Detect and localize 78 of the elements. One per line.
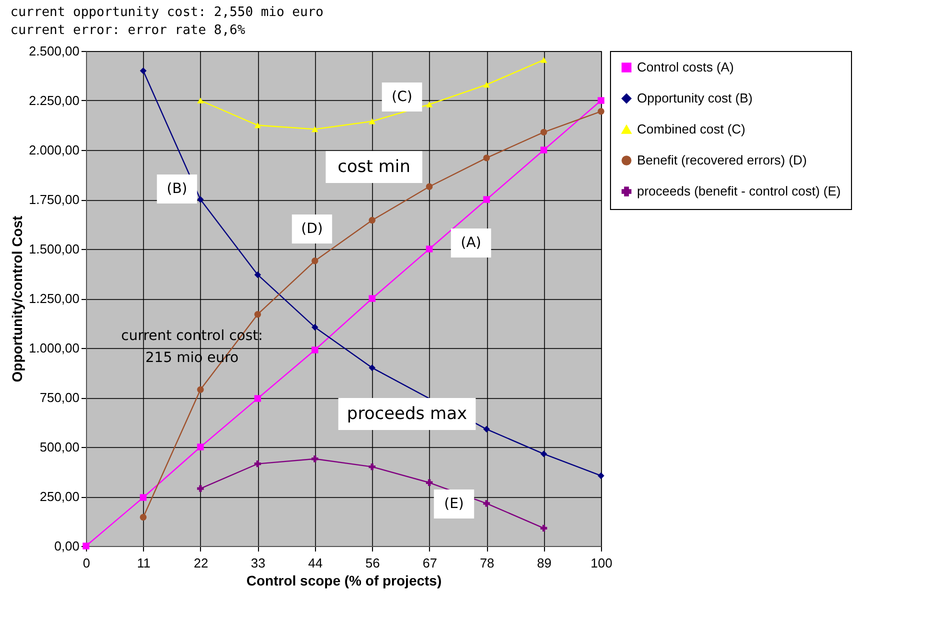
y-tick-label: 2.500,00: [28, 44, 80, 58]
annotation: (C): [392, 89, 412, 105]
point: [254, 395, 262, 402]
x-tick-label: 0: [82, 556, 90, 570]
y-tick-label: 1.750,00: [28, 192, 80, 207]
legend-label: Benefit (recovered errors) (D): [637, 152, 807, 168]
point: [598, 472, 604, 480]
y-tick-label: 2.000,00: [28, 142, 80, 158]
point: [82, 542, 90, 550]
y-tick-label: 1.250,00: [28, 291, 80, 306]
x-tick-label: 22: [194, 556, 208, 570]
point: [254, 460, 262, 468]
point: [254, 271, 262, 278]
point: [540, 128, 548, 136]
y-axis-title: Opportunity/control Cost: [8, 215, 25, 382]
annotation: cost min: [338, 157, 410, 177]
annotation: (E): [444, 496, 464, 512]
y-tick-label: 750,00: [40, 390, 80, 405]
x-tick-label: 33: [250, 556, 266, 570]
y-tick-label: 500,00: [40, 440, 80, 454]
point: [140, 494, 147, 501]
point: [540, 524, 548, 532]
point: [426, 479, 433, 486]
point: [197, 485, 204, 492]
y-tick-label: 0,00: [54, 538, 80, 554]
point: [312, 258, 318, 264]
point: [254, 310, 262, 318]
point: [598, 108, 604, 115]
legend-label: proceeds (benefit - control cost) (E): [637, 184, 841, 198]
point: [483, 426, 490, 433]
point: [426, 246, 433, 252]
x-tick-label: 89: [537, 556, 552, 570]
text: current error: error rate 8,6%: [10, 23, 246, 38]
point: [197, 444, 204, 450]
annotation: (D): [301, 221, 323, 237]
point: [312, 456, 318, 462]
point: [312, 324, 318, 331]
point: [140, 514, 147, 521]
point: [540, 450, 548, 458]
x-tick-label: 56: [365, 556, 380, 570]
annotation: proceeds max: [346, 404, 468, 424]
point: [426, 183, 433, 190]
point: [368, 463, 376, 470]
point: [598, 97, 604, 104]
x-axis-title: Control scope (% of projects): [246, 572, 442, 588]
x-tick-label: 44: [308, 556, 323, 570]
legend-label: Control costs (A): [637, 60, 734, 74]
point: [540, 146, 548, 154]
x-tick-label: 100: [590, 556, 612, 570]
point: [483, 500, 490, 507]
point: [312, 126, 318, 132]
point: [540, 57, 548, 63]
text: current opportunity cost: 2,550 mio euro: [10, 5, 324, 20]
point: [426, 102, 433, 108]
point: [197, 196, 204, 203]
legend-label: Opportunity cost (B): [637, 90, 753, 106]
y-tick-label: 2.250,00: [28, 93, 80, 108]
point: [368, 364, 376, 372]
point: [483, 154, 490, 162]
y-tick-label: 1.500,00: [28, 242, 80, 256]
point: [483, 196, 490, 203]
x-tick-label: 67: [422, 556, 438, 570]
x-tick-label: 11: [136, 556, 150, 570]
point: [312, 346, 318, 354]
point: [368, 118, 376, 124]
legend-label: Combined cost (C): [637, 122, 746, 136]
annotation: (B): [166, 181, 188, 197]
y-tick-label: 250,00: [40, 489, 80, 504]
point: [254, 122, 262, 128]
point: [140, 67, 147, 74]
point: [197, 386, 204, 393]
y-tick-label: 1.000,00: [28, 340, 80, 356]
x-tick-label: 78: [480, 556, 494, 570]
point: [368, 295, 376, 302]
point: [483, 82, 490, 88]
point: [368, 216, 376, 224]
point: [197, 98, 204, 104]
annotation: (A): [460, 235, 482, 251]
